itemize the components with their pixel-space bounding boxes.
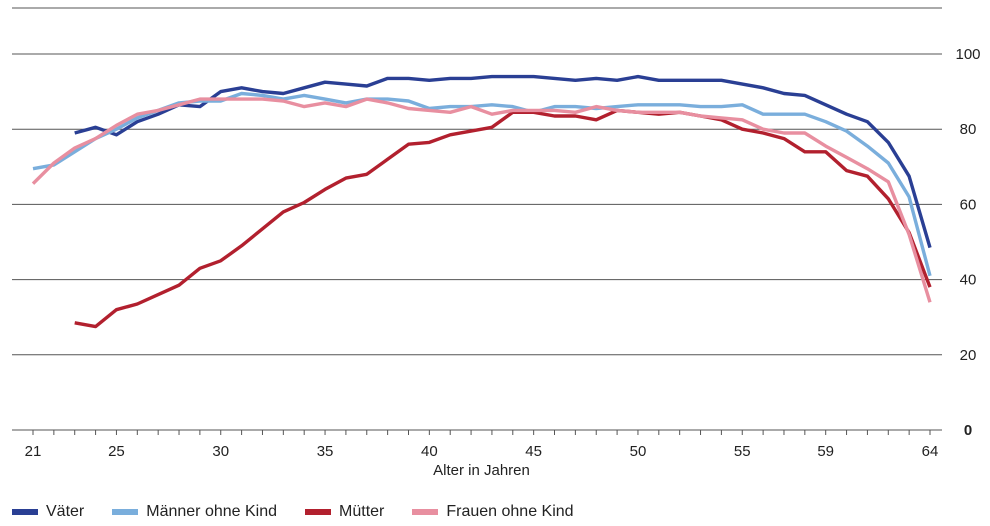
legend-swatch (305, 509, 332, 515)
legend-label: Mütter (339, 503, 385, 520)
gridlines (12, 7, 942, 356)
series-lines (31, 74, 932, 329)
x-tick-label: 40 (421, 443, 438, 460)
x-tick-label: 25 (108, 443, 125, 460)
x-tick-label: 35 (317, 443, 334, 460)
line-chart: 21 25 30 35 40 45 50 55 59 64 0 20 40 60 80 100 Alter … (12, 7, 981, 479)
x-tick-label: 21 (25, 443, 42, 460)
x-tick-label: 55 (734, 443, 751, 460)
legend-item: Väter (12, 503, 84, 521)
x-axis: 21 25 30 35 40 45 50 55 59 64 (12, 429, 942, 460)
legend-swatch (112, 509, 139, 515)
y-tick-label: 20 (960, 347, 977, 364)
legend-item: Mütter (305, 503, 384, 521)
x-tick-label: 30 (212, 443, 229, 460)
legend-label: Väter (46, 503, 85, 520)
legend-swatch (412, 509, 439, 515)
x-tick-label: 64 (922, 443, 939, 460)
y-tick-label: 80 (960, 121, 977, 138)
legend-item: Frauen ohne Kind (412, 503, 574, 521)
x-tick-label: 50 (630, 443, 647, 460)
legend-label: Frauen ohne Kind (446, 503, 574, 520)
y-axis-tick-labels: 0 20 40 60 80 100 (955, 46, 980, 439)
x-axis-title: Alter in Jahren (433, 462, 530, 479)
legend: Väter Männer ohne Kind Mütter Frauen ohne K… (12, 503, 602, 521)
x-tick-label: 59 (817, 443, 834, 460)
y-tick-label: 0 (964, 422, 972, 439)
series-line-3 (74, 108, 932, 329)
y-tick-label: 100 (955, 46, 980, 63)
series-line-1 (74, 74, 932, 249)
legend-item: Männer ohne Kind (112, 503, 277, 521)
series-line-4 (31, 97, 932, 303)
legend-swatch (12, 509, 38, 515)
x-tick-label: 45 (525, 443, 542, 460)
y-tick-label: 60 (960, 196, 977, 213)
y-tick-label: 40 (960, 272, 977, 289)
legend-label: Männer ohne Kind (146, 503, 278, 520)
series-line-2 (32, 91, 932, 277)
